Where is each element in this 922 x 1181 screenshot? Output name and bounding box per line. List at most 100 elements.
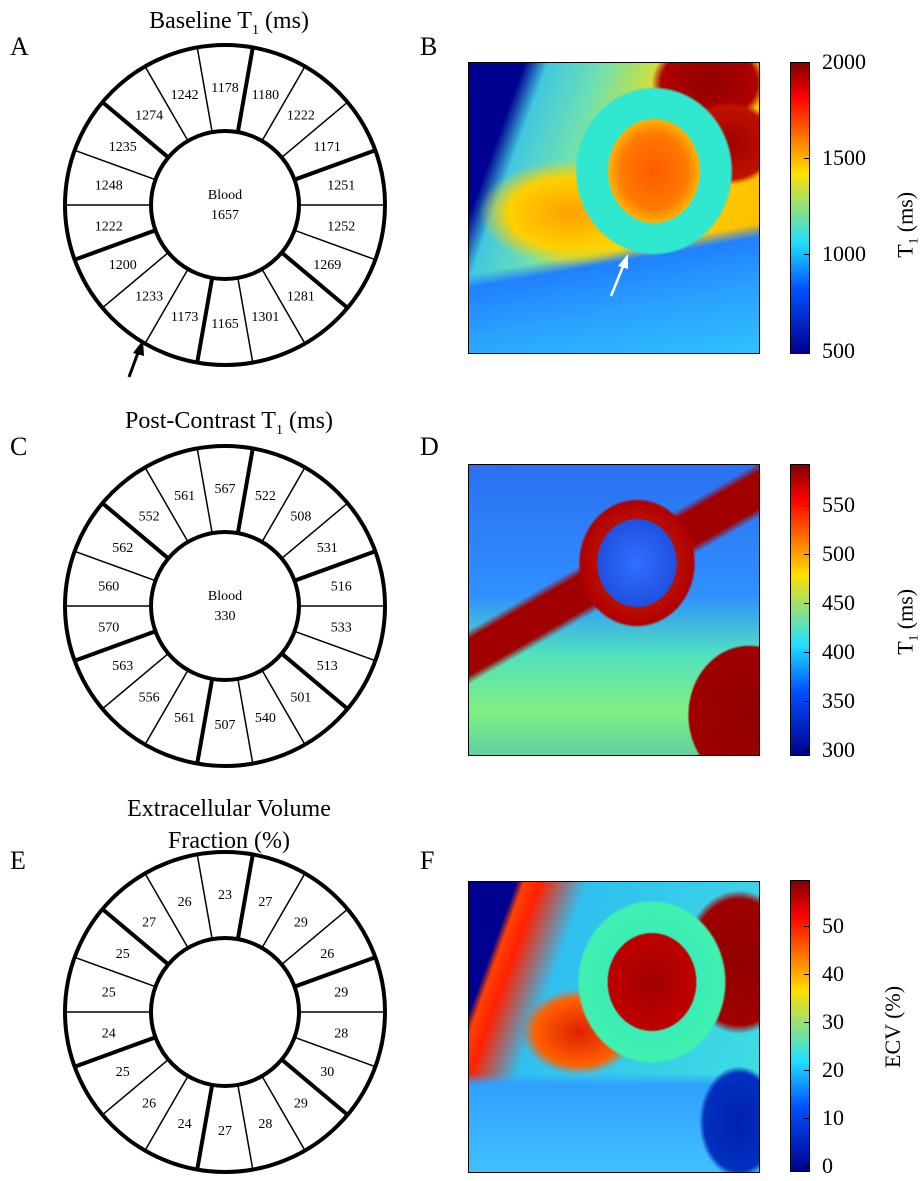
blood-pool-circle: [149, 129, 301, 281]
colorbar-tick-label: 400: [822, 639, 855, 664]
colorbar-tick-mark: [804, 1166, 809, 1167]
segment-divider: [261, 873, 306, 949]
colorbar-tick-label: 450: [822, 590, 855, 615]
colorbar-tick-mark: [804, 1070, 809, 1071]
segment-divider: [294, 1036, 376, 1068]
segment-divider: [101, 501, 170, 560]
colorbar-tick-label: 300: [822, 737, 855, 762]
segment-value: 556: [139, 690, 160, 705]
segment-value: 1222: [95, 219, 123, 234]
colorbar-d-label: T1 (ms): [892, 565, 921, 655]
colorbar-f: [790, 880, 810, 1172]
panel-e-title-line2: Fraction (%): [168, 828, 290, 854]
segment-value: 30: [320, 1065, 334, 1080]
segment-divider: [235, 448, 255, 534]
segment-divider: [101, 100, 170, 159]
blood-label: Blood: [208, 589, 242, 604]
segment-value: 513: [317, 659, 338, 674]
segment-divider: [144, 66, 189, 142]
segment-value: 1200: [109, 258, 137, 273]
segment-divider: [101, 652, 169, 710]
ecv-map: [468, 881, 760, 1173]
segment-value: 1178: [211, 81, 238, 96]
blood-pool-circle: [149, 936, 301, 1088]
panel-e-title-line1: Extracellular Volume: [127, 796, 331, 822]
segment-divider: [261, 1075, 306, 1151]
segment-value: 1180: [252, 88, 279, 103]
panel-c-title: Post-Contrast T1 (ms): [79, 408, 379, 439]
panel-a-title-main: Baseline T: [149, 8, 252, 34]
colorbar-tick-label: 30: [822, 1009, 844, 1034]
colorbar-tick-label: 10: [822, 1105, 844, 1130]
segment-value: 1165: [211, 317, 238, 332]
colorbar-b-label-sub: 1: [905, 237, 921, 245]
segment-value: 561: [174, 489, 195, 504]
segment-value: 507: [215, 718, 236, 733]
segment-divider: [281, 502, 349, 560]
segment-divider: [293, 955, 377, 989]
segment-divider: [73, 629, 157, 663]
segment-value: 1233: [135, 289, 163, 304]
bullseye-baseline-t1: 1178 1180 1222 1171 1251 1252 1269 1281 1301 1165…: [63, 43, 387, 367]
segment-divider: [144, 873, 189, 949]
segment-divider: [73, 1035, 157, 1069]
colorbar-tick-label: 1500: [822, 145, 866, 170]
panel-a-title-sub: 1: [251, 22, 259, 38]
segment-value: 29: [334, 986, 348, 1001]
segment-value: 25: [116, 947, 130, 962]
panel-c-title-unit: (ms): [282, 408, 333, 434]
colorbar-tick-mark: [804, 1022, 809, 1023]
segment-value: 552: [139, 510, 160, 525]
segment-divider: [293, 148, 377, 182]
colorbar-tick-mark: [804, 158, 809, 159]
segment-divider: [101, 251, 169, 309]
colorbar-tick-label: 350: [822, 688, 855, 713]
colorbar-tick-label: 20: [822, 1057, 844, 1082]
segment-value: 1301: [251, 310, 279, 325]
segment-divider: [280, 251, 349, 310]
bullseye-postcontrast-t1: 567 522 508 531 516 533 513 501 540 507 561 556 563 5…: [63, 444, 387, 768]
segment-divider: [281, 101, 349, 159]
segment-value: 522: [255, 489, 276, 504]
panel-letter-a: A: [10, 32, 29, 61]
colorbar-b-label-main: T: [892, 244, 918, 258]
segment-divider: [73, 228, 157, 262]
colorbar-d-label-sub: 1: [905, 634, 921, 642]
segment-value: 562: [112, 541, 133, 556]
colorbar-d-label-unit: (ms): [892, 588, 918, 635]
colorbar-tick-mark: [804, 62, 809, 63]
segment-value: 29: [294, 916, 308, 931]
colorbar-tick-label: 2000: [822, 49, 866, 74]
segment-value: 531: [317, 541, 338, 556]
segment-value: 501: [290, 690, 311, 705]
panel-letter-b: B: [420, 32, 438, 61]
segment-divider: [195, 678, 215, 764]
segment-value: 540: [255, 711, 276, 726]
segment-value: 26: [142, 1096, 156, 1111]
segment-value: 1222: [287, 109, 315, 124]
colorbar-d-label-main: T: [892, 641, 918, 655]
colorbar-tick-label: 550: [822, 492, 855, 517]
segment-value: 1281: [287, 289, 315, 304]
black-arrow-icon: [127, 340, 144, 378]
segment-divider: [280, 1058, 349, 1117]
colorbar-tick-label: 1000: [822, 241, 866, 266]
panel-a-title: Baseline T1 (ms): [84, 8, 374, 39]
segment-divider: [235, 854, 255, 940]
segment-value: 28: [258, 1117, 272, 1132]
segment-value: 1274: [135, 109, 163, 124]
colorbar-tick-mark: [804, 652, 809, 653]
segment-value: 25: [116, 1065, 130, 1080]
colorbar-tick-label: 500: [822, 338, 855, 363]
segment-value: 1248: [95, 179, 123, 194]
segment-divider: [261, 268, 306, 344]
panel-c-title-sub: 1: [275, 422, 283, 438]
segment-divider: [74, 149, 156, 181]
segment-divider: [196, 47, 213, 133]
segment-divider: [101, 1058, 169, 1116]
segment-value: 27: [142, 916, 156, 931]
segment-value: 1251: [327, 179, 355, 194]
panel-c-title-main: Post-Contrast T: [125, 408, 276, 434]
segment-divider: [144, 467, 189, 543]
panel-a-title-unit: (ms): [258, 8, 309, 34]
